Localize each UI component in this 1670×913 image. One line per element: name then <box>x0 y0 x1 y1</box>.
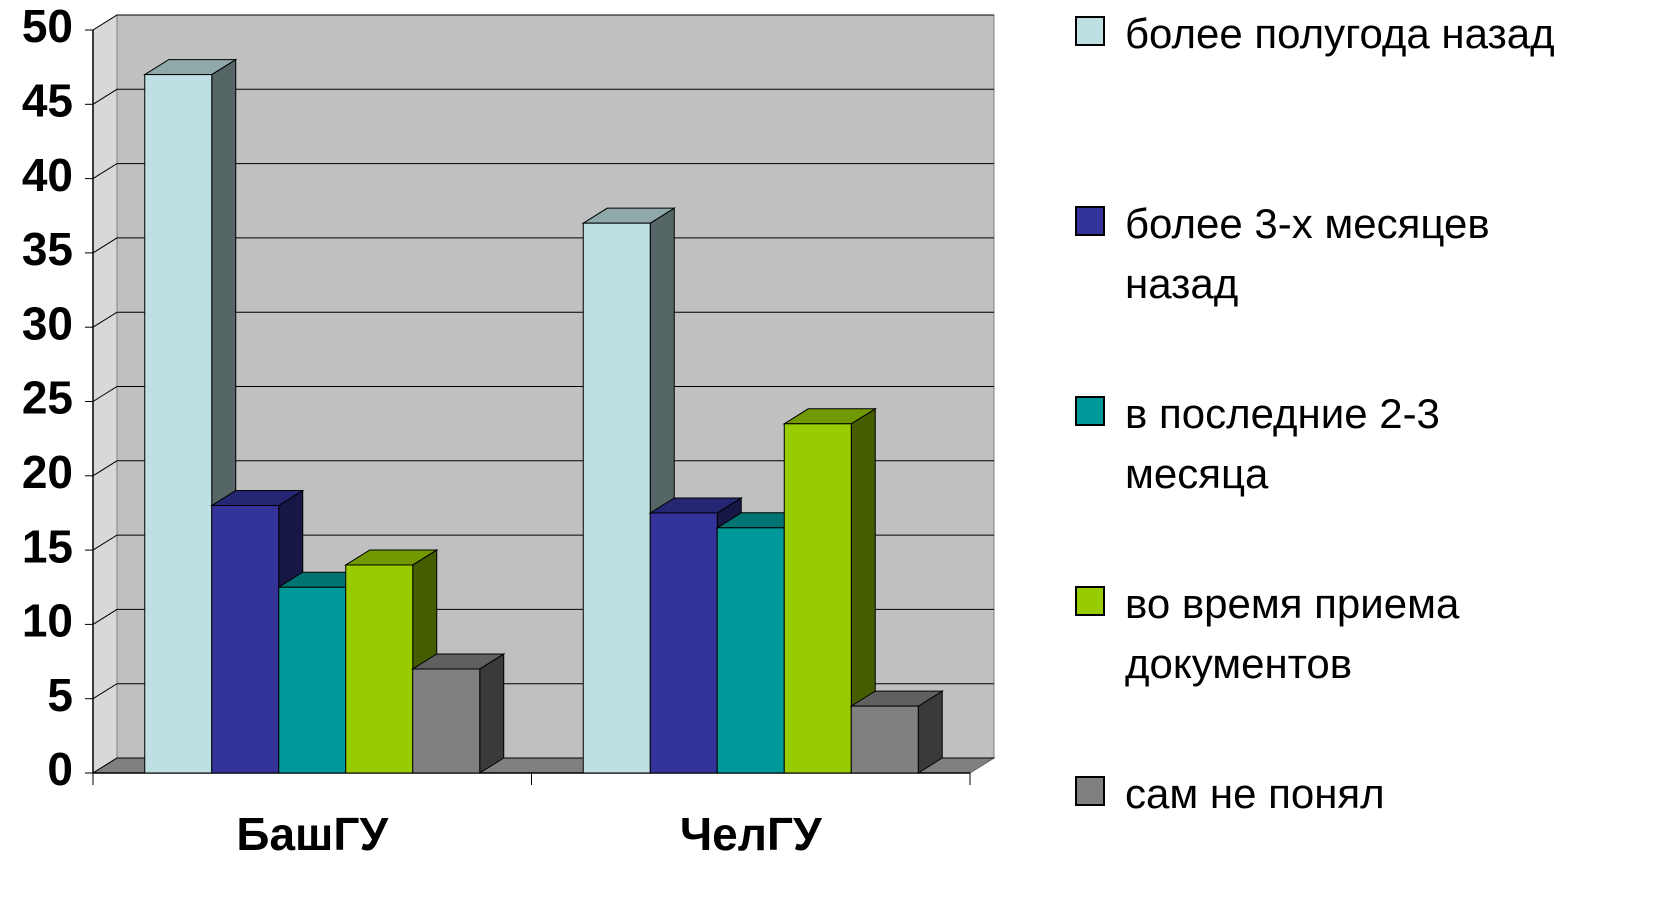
chart: 0 5 10 15 20 25 30 35 40 45 50 БашГУ ЧелГУ <box>22 0 996 860</box>
legend-label: более 3-х месяцев назад <box>1125 200 1490 307</box>
grid-line <box>92 311 994 328</box>
bar <box>783 423 852 774</box>
legend-swatch <box>1075 206 1105 236</box>
grid-line <box>92 460 994 477</box>
y-tick-label: 20 <box>22 446 73 498</box>
bar <box>278 586 347 774</box>
bar <box>144 74 213 774</box>
y-tick-label: 35 <box>22 223 73 275</box>
legend-item: сам не понял <box>1075 764 1665 913</box>
bar-side <box>479 653 505 774</box>
bar <box>345 564 414 774</box>
grid-line <box>92 237 994 254</box>
y-tick-label: 10 <box>22 595 73 647</box>
legend-label: во время приема документов <box>1125 580 1460 687</box>
grid-line <box>92 163 994 180</box>
legend: более полугода назад более 3-х месяцев на… <box>1075 4 1665 913</box>
y-tick-label: 0 <box>47 743 73 795</box>
bar <box>850 705 919 774</box>
y-tick-label: 15 <box>22 520 73 572</box>
legend-item: во время приема документов <box>1075 574 1665 764</box>
bar <box>716 527 785 774</box>
legend-item: в последние 2-3 месяца <box>1075 384 1665 574</box>
x-tick-label: БашГУ <box>236 808 389 860</box>
bar <box>412 668 481 774</box>
legend-swatch <box>1075 776 1105 806</box>
y-tick-label: 25 <box>22 372 73 424</box>
grid-line <box>92 386 994 402</box>
legend-item: более полугода назад <box>1075 4 1665 194</box>
bar <box>649 512 718 774</box>
y-tick-label: 45 <box>22 74 73 126</box>
legend-swatch <box>1075 16 1105 46</box>
x-tick-label: ЧелГУ <box>680 808 823 860</box>
bar <box>211 505 280 774</box>
legend-swatch <box>1075 396 1105 426</box>
legend-item: более 3-х месяцев назад <box>1075 194 1665 384</box>
grid-line <box>92 14 994 31</box>
bar <box>582 222 651 774</box>
legend-label: более полугода назад <box>1125 10 1555 57</box>
y-tick-label: 50 <box>22 0 73 52</box>
grid-line <box>92 88 994 105</box>
legend-label: сам не понял <box>1125 770 1385 817</box>
legend-label: в последние 2-3 месяца <box>1125 390 1440 497</box>
y-tick-label: 40 <box>22 149 73 201</box>
y-tick-label: 30 <box>22 297 73 349</box>
legend-swatch <box>1075 586 1105 616</box>
y-tick-label: 5 <box>47 669 73 721</box>
